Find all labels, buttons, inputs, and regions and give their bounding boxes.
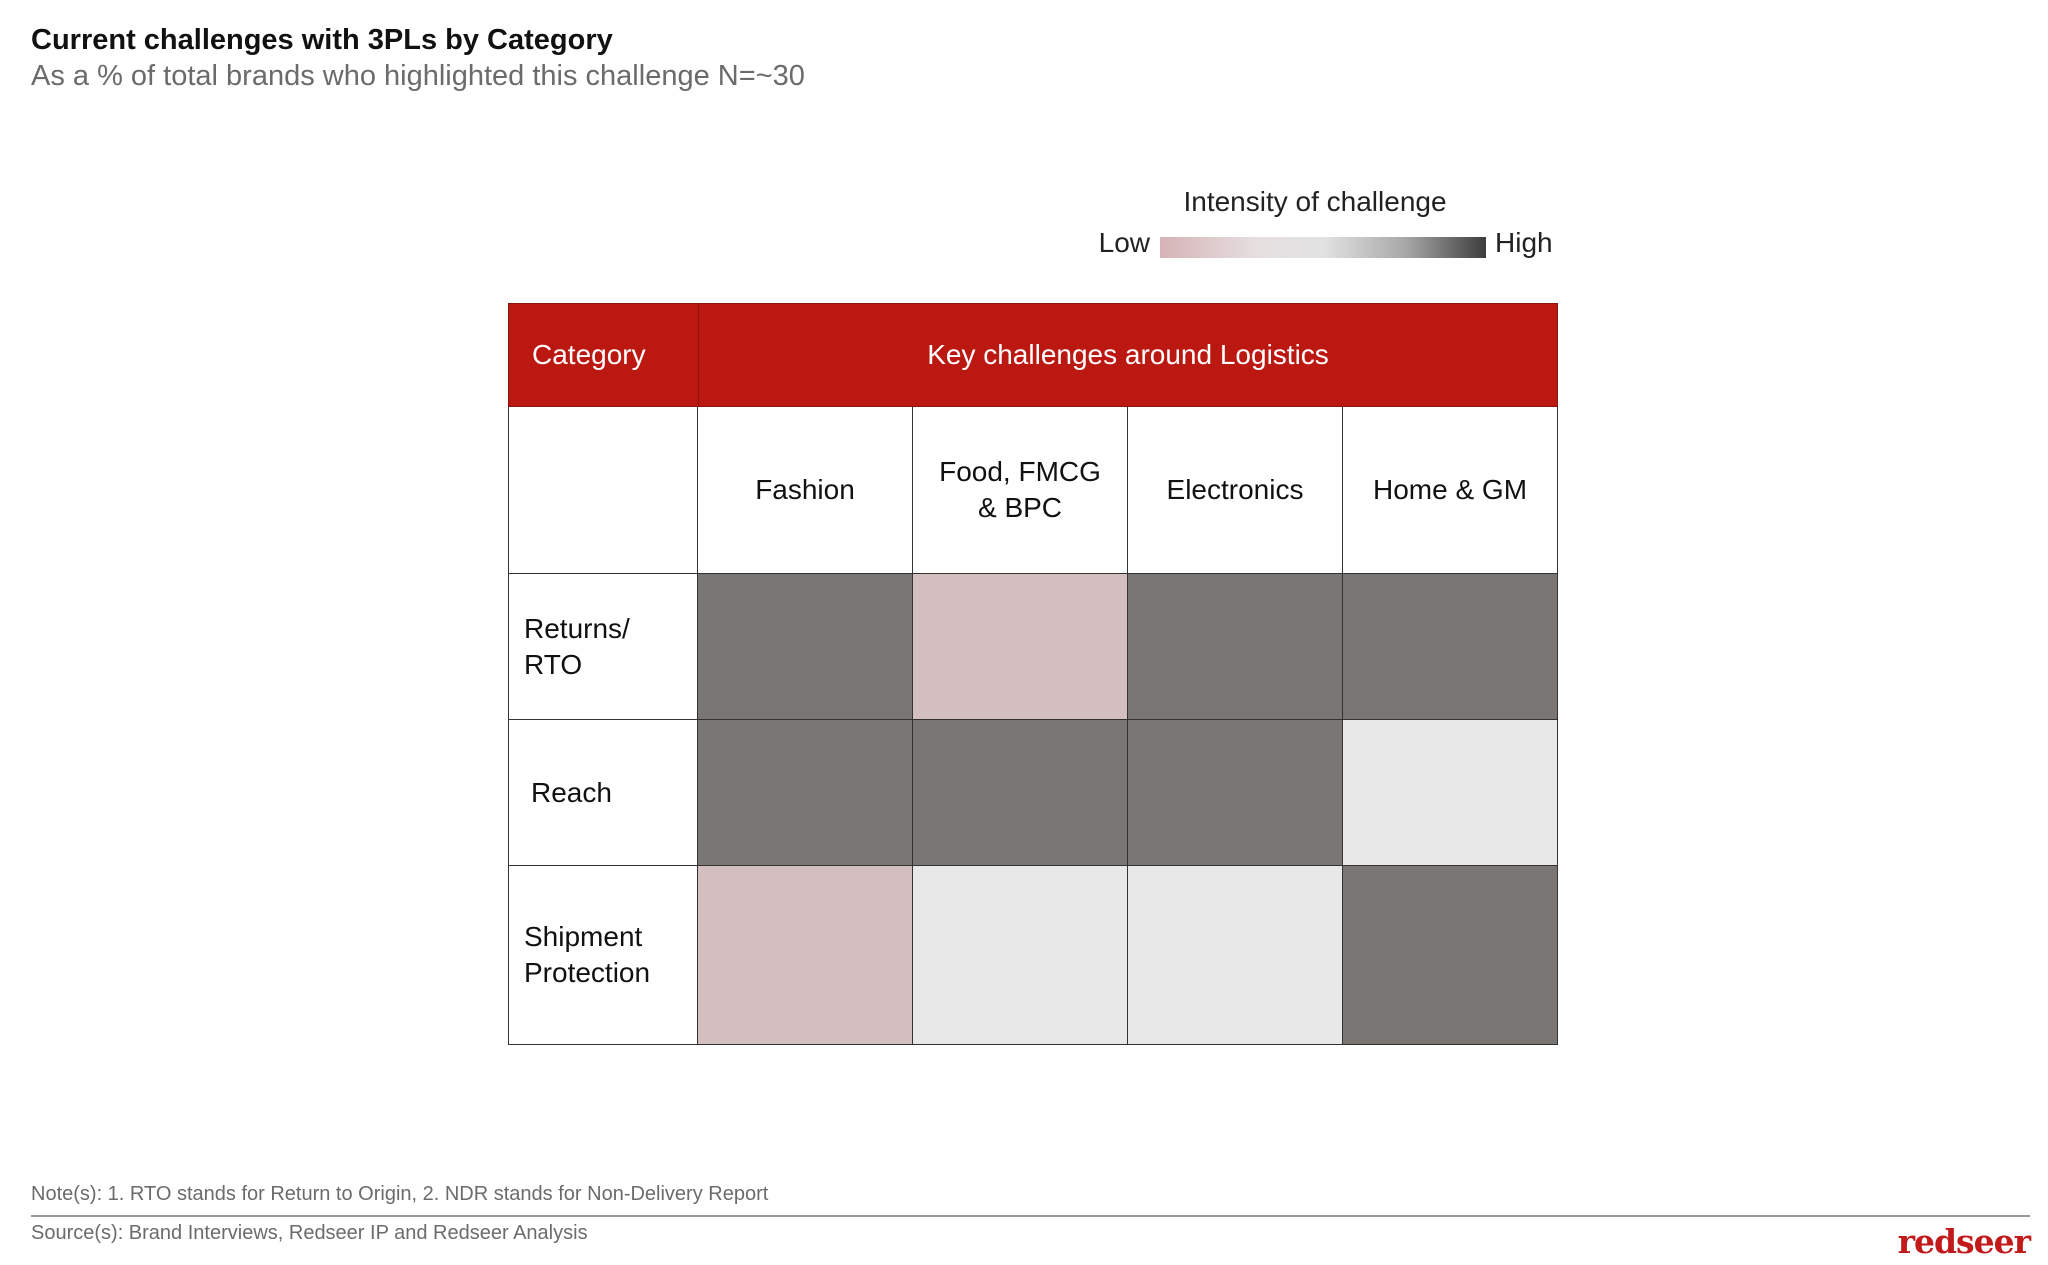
redseer-logo: redseer (1897, 1222, 2031, 1261)
column-header-food-fmcg-bpc-label: Food, FMCG & BPC (939, 456, 1101, 523)
legend-high-label: High (1495, 227, 1553, 258)
column-header-food-fmcg-bpc: Food, FMCG & BPC (913, 407, 1128, 574)
chart-title: Current challenges with 3PLs by Category (31, 24, 613, 56)
heatmap-cell (698, 720, 913, 866)
row-label-returns-rto: Returns/ RTO (508, 574, 698, 720)
matrix-header: Category Key challenges around Logistics (508, 303, 1558, 407)
empty-corner-cell (508, 407, 698, 574)
heatmap-cell (913, 574, 1128, 720)
heatmap-cell (1128, 720, 1343, 866)
row-label-shipment-protection: Shipment Protection (508, 866, 698, 1045)
heatmap-row-returns-rto: Returns/ RTO (508, 574, 1558, 720)
legend-title: Intensity of challenge (1183, 186, 1447, 217)
chart-subtitle: As a % of total brands who highlighted t… (31, 60, 805, 92)
heatmap-cell (698, 866, 913, 1045)
heatmap-cell (913, 720, 1128, 866)
key-challenges-header: Key challenges around Logistics (927, 339, 1329, 370)
legend-gradient-bar (1160, 237, 1486, 258)
heatmap-cell (698, 574, 913, 720)
row-label-shipment-protection-text: Shipment Protection (524, 921, 651, 988)
heatmap-cell (913, 866, 1128, 1045)
row-label-returns-rto-text: Returns/ RTO (524, 612, 630, 680)
column-header-row: Fashion Food, FMCG & BPC Electronics Hom… (508, 407, 1558, 574)
row-label-reach-text: Reach (531, 776, 612, 808)
column-header-electronics: Electronics (1128, 407, 1343, 574)
source-note: Source(s): Brand Interviews, Redseer IP … (31, 1222, 588, 1244)
row-label-reach: Reach (508, 720, 698, 866)
column-header-home-gm: Home & GM (1343, 407, 1558, 574)
heatmap-cell (1128, 866, 1343, 1045)
footer-divider (31, 1215, 2030, 1217)
column-header-fashion: Fashion (698, 407, 913, 574)
heatmap-cell (1343, 574, 1558, 720)
heatmap-cell (1343, 866, 1558, 1045)
footnote: Note(s): 1. RTO stands for Return to Ori… (31, 1183, 769, 1205)
heatmap-cell (1128, 574, 1343, 720)
heatmap-row-shipment-protection: Shipment Protection (508, 866, 1558, 1045)
category-header: Category (509, 304, 699, 406)
challenge-heatmap: Category Key challenges around Logistics… (508, 303, 1558, 1045)
heatmap-row-reach: Reach (508, 720, 1558, 866)
legend-low-label: Low (1098, 227, 1150, 258)
heatmap-cell (1343, 720, 1558, 866)
